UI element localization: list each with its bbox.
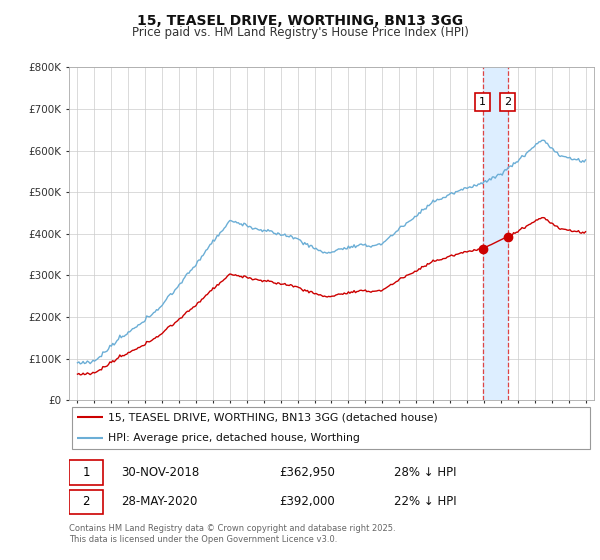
Text: £362,950: £362,950 <box>279 466 335 479</box>
Text: 2: 2 <box>504 97 511 107</box>
Text: 1: 1 <box>82 466 90 479</box>
Text: Price paid vs. HM Land Registry's House Price Index (HPI): Price paid vs. HM Land Registry's House … <box>131 26 469 39</box>
FancyBboxPatch shape <box>71 407 590 449</box>
Text: 22% ↓ HPI: 22% ↓ HPI <box>395 496 457 508</box>
Text: 15, TEASEL DRIVE, WORTHING, BN13 3GG: 15, TEASEL DRIVE, WORTHING, BN13 3GG <box>137 14 463 28</box>
FancyBboxPatch shape <box>69 460 103 485</box>
Text: 2: 2 <box>82 496 90 508</box>
Text: 30-NOV-2018: 30-NOV-2018 <box>121 466 200 479</box>
Text: HPI: Average price, detached house, Worthing: HPI: Average price, detached house, Wort… <box>109 433 360 444</box>
Text: £392,000: £392,000 <box>279 496 335 508</box>
Text: 28-MAY-2020: 28-MAY-2020 <box>121 496 198 508</box>
Text: Contains HM Land Registry data © Crown copyright and database right 2025.
This d: Contains HM Land Registry data © Crown c… <box>69 524 395 544</box>
Text: 28% ↓ HPI: 28% ↓ HPI <box>395 466 457 479</box>
Text: 1: 1 <box>479 97 486 107</box>
Text: 15, TEASEL DRIVE, WORTHING, BN13 3GG (detached house): 15, TEASEL DRIVE, WORTHING, BN13 3GG (de… <box>109 412 438 422</box>
Bar <box>482 67 508 400</box>
FancyBboxPatch shape <box>69 489 103 514</box>
